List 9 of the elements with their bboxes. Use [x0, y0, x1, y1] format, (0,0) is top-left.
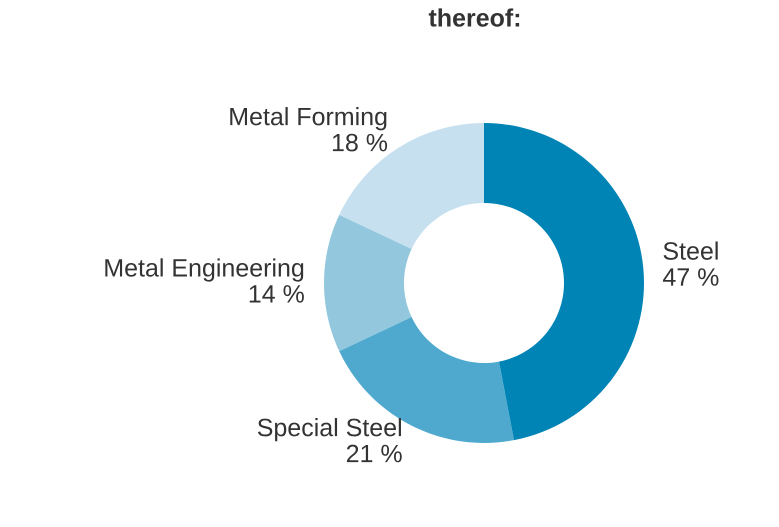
slice-label: Steel [664, 241, 718, 260]
data-label: 14 % [250, 285, 304, 303]
slice-label: Metal Engineering [105, 258, 304, 282]
data-label: 18 % [332, 134, 388, 152]
slice-label: Special Steel [258, 418, 401, 442]
slice-label: Metal Forming [230, 107, 386, 130]
chart-title: thereof: [428, 8, 520, 27]
data-label: 21 % [346, 444, 402, 462]
data-label: 47 % [662, 268, 718, 286]
